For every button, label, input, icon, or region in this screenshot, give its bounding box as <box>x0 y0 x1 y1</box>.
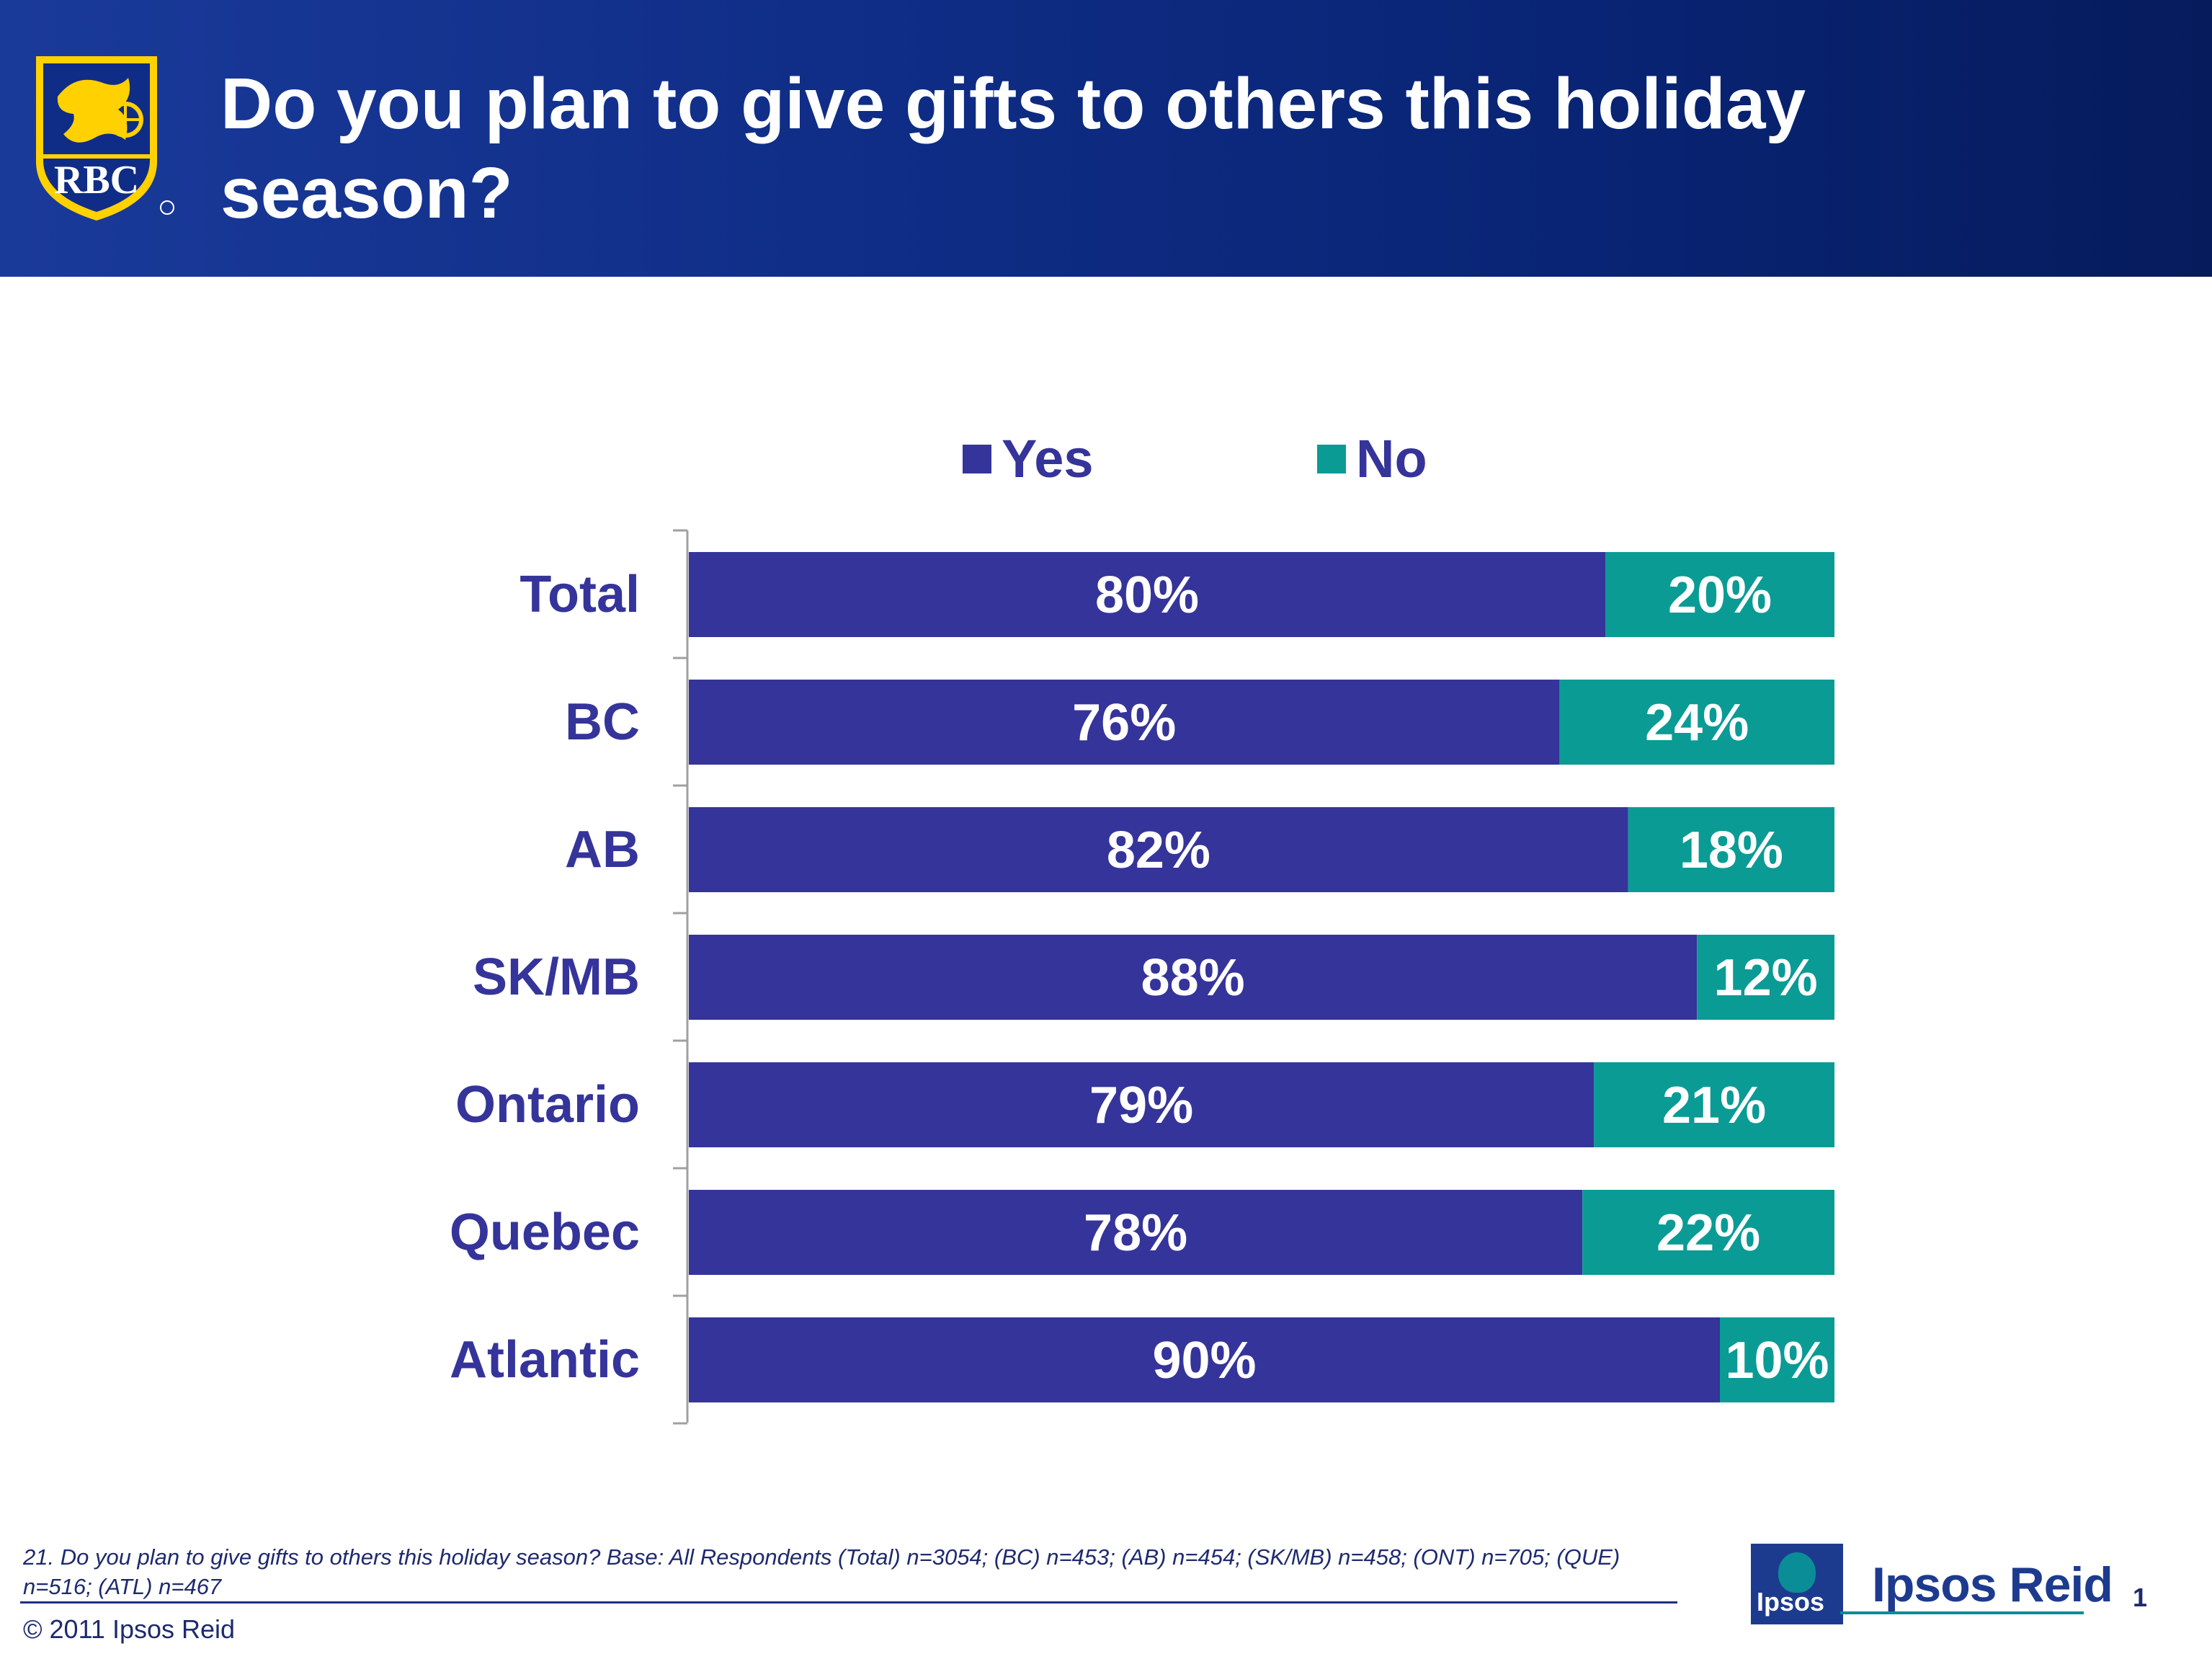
bar-segment-yes <box>689 935 1698 1020</box>
category-label: Atlantic <box>450 1331 640 1389</box>
data-label-yes: 80% <box>1095 566 1199 624</box>
legend-item-yes: Yes <box>963 428 1094 489</box>
slide-title: Do you plan to give gifts to others this… <box>220 63 1806 233</box>
footer-divider <box>20 1601 1677 1604</box>
data-label-no: 12% <box>1714 949 1818 1007</box>
legend-label-no: No <box>1356 429 1427 489</box>
bar-segment-yes <box>689 1190 1583 1275</box>
data-label-no: 10% <box>1725 1332 1829 1389</box>
data-label-yes: 79% <box>1089 1077 1193 1134</box>
bar-segment-no <box>1559 680 1834 765</box>
ipsos-underline <box>1840 1611 2084 1614</box>
bar-segment-no <box>1628 807 1834 892</box>
category-label: SK/MB <box>473 948 640 1006</box>
category-label: Quebec <box>450 1204 640 1261</box>
category-label: Ontario <box>455 1076 640 1134</box>
category-label: AB <box>565 821 640 879</box>
data-label-no: 24% <box>1645 694 1749 752</box>
category-label: BC <box>565 693 640 751</box>
copyright: © 2011 Ipsos Reid <box>23 1614 236 1644</box>
bar-segment-no <box>1594 1062 1834 1147</box>
bar-segment-yes <box>689 552 1605 637</box>
bar-segment-yes <box>689 1062 1595 1147</box>
category-label: Total <box>519 566 640 623</box>
data-label-no: 20% <box>1668 566 1772 624</box>
slide-header: RBC Do you plan to give gifts to others … <box>0 0 2212 277</box>
bar-segment-yes <box>689 807 1628 892</box>
legend-item-no: No <box>1317 428 1427 489</box>
bar-segment-yes <box>689 680 1560 765</box>
ipsos-reid-logo: Ipsos Reid <box>1872 1557 2113 1612</box>
data-label-yes: 82% <box>1107 822 1210 879</box>
data-label-no: 21% <box>1662 1077 1766 1134</box>
ipsos-box-text: Ipsos <box>1757 1587 1825 1616</box>
legend-swatch-no <box>1317 444 1346 473</box>
data-label-no: 22% <box>1656 1204 1760 1262</box>
rbc-logo: RBC <box>32 53 176 223</box>
page-number: 1 <box>2133 1583 2148 1612</box>
bar-segment-no <box>1697 935 1834 1020</box>
legend-swatch-yes <box>963 444 991 473</box>
bar-segment-no <box>1605 552 1834 637</box>
data-label-no: 18% <box>1680 822 1783 879</box>
legend-label-yes: Yes <box>1002 429 1094 489</box>
bar-segment-yes <box>689 1317 1720 1402</box>
logo-text: RBC <box>54 158 139 203</box>
data-label-yes: 76% <box>1072 694 1176 752</box>
data-label-yes: 78% <box>1084 1204 1187 1262</box>
data-label-yes: 88% <box>1141 949 1245 1007</box>
ipsos-logo-box: Ipsos <box>1751 1544 1843 1624</box>
data-label-yes: 90% <box>1152 1332 1256 1389</box>
bar-segment-no <box>1582 1190 1834 1275</box>
footnote: 21. Do you plan to give gifts to others … <box>23 1544 1620 1599</box>
ipsos-head-icon <box>1778 1552 1816 1593</box>
bar-segment-no <box>1720 1317 1834 1402</box>
